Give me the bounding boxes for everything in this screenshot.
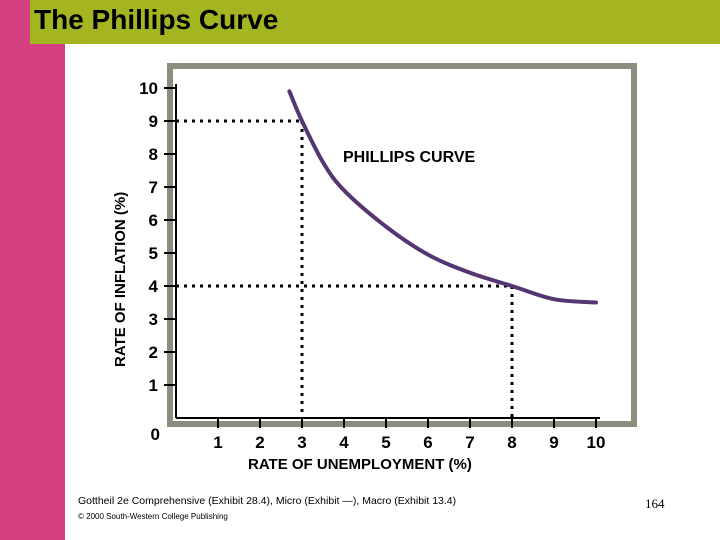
x-axis-label: RATE OF UNEMPLOYMENT (%) <box>248 456 472 473</box>
y-tick-label: 10 <box>139 79 158 98</box>
y-tick-label: 7 <box>149 178 158 197</box>
tick-labels: 1 2 3 4 5 6 7 8 9 10 1 2 3 4 5 6 7 8 9 10 0 <box>139 79 605 452</box>
slide-title: The Phillips Curve <box>34 4 279 35</box>
series-label-phillips-curve: PHILLIPS CURVE <box>343 149 476 166</box>
origin-label: 0 <box>151 425 160 444</box>
y-tick-label: 9 <box>149 112 158 131</box>
axes <box>175 84 600 419</box>
chart-panel: 1 2 3 4 5 6 7 8 9 10 1 2 3 4 5 6 7 8 9 10 0 PHILLIPS CURVE R… <box>96 54 643 474</box>
x-tick-label: 10 <box>587 433 606 452</box>
page-number: 164 <box>645 496 665 511</box>
x-tick-label: 1 <box>213 433 222 452</box>
phillips-curve-chart: 1 2 3 4 5 6 7 8 9 10 1 2 3 4 5 6 7 8 9 10 0 PHILLIPS CURVE R… <box>112 63 637 473</box>
x-tick-label: 2 <box>255 433 264 452</box>
y-tick-label: 2 <box>149 343 158 362</box>
x-tick-label: 6 <box>423 433 432 452</box>
y-tick-label: 6 <box>149 211 158 230</box>
x-tick-label: 3 <box>297 433 306 452</box>
x-tick-label: 8 <box>507 433 516 452</box>
title-bar <box>30 0 720 44</box>
y-tick-label: 3 <box>149 310 158 329</box>
y-tick-label: 8 <box>149 145 158 164</box>
y-tick-label: 1 <box>149 376 158 395</box>
footer-copyright: © 2000 South-Western College Publishing <box>78 512 228 521</box>
x-tick-label: 5 <box>381 433 390 452</box>
x-tick-label: 9 <box>549 433 558 452</box>
y-tick-label: 4 <box>149 277 159 296</box>
y-axis-label: RATE OF INFLATION (%) <box>112 192 129 367</box>
ticks <box>164 87 597 428</box>
x-tick-label: 4 <box>339 433 349 452</box>
x-tick-label: 7 <box>465 433 474 452</box>
y-tick-label: 5 <box>149 244 158 263</box>
reference-lines <box>176 119 514 418</box>
footer-source: Gottheil 2e Comprehensive (Exhibit 28.4)… <box>78 495 457 507</box>
plot-frame <box>167 63 637 427</box>
phillips-curve-line <box>287 89 598 305</box>
